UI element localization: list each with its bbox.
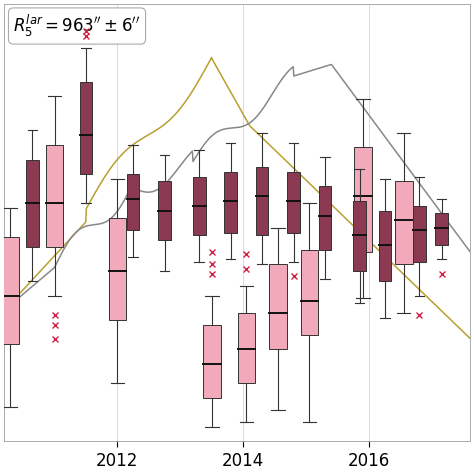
FancyBboxPatch shape <box>395 182 412 264</box>
FancyBboxPatch shape <box>354 147 372 252</box>
FancyBboxPatch shape <box>379 210 391 281</box>
FancyBboxPatch shape <box>80 82 92 174</box>
FancyBboxPatch shape <box>158 182 171 240</box>
Text: $\mathit{R}^{lar}_{5}=963^{\prime\prime}\pm6^{\prime\prime}$: $\mathit{R}^{lar}_{5}=963^{\prime\prime}… <box>13 13 141 39</box>
FancyBboxPatch shape <box>203 325 220 398</box>
FancyBboxPatch shape <box>46 145 64 247</box>
FancyBboxPatch shape <box>26 160 39 247</box>
FancyBboxPatch shape <box>287 172 300 233</box>
FancyBboxPatch shape <box>256 167 268 235</box>
FancyBboxPatch shape <box>1 237 19 344</box>
FancyBboxPatch shape <box>193 177 206 235</box>
FancyBboxPatch shape <box>224 172 237 233</box>
FancyBboxPatch shape <box>354 201 366 272</box>
FancyBboxPatch shape <box>127 174 139 230</box>
FancyBboxPatch shape <box>413 206 426 262</box>
FancyBboxPatch shape <box>237 313 255 383</box>
FancyBboxPatch shape <box>435 213 448 245</box>
FancyBboxPatch shape <box>269 264 287 349</box>
FancyBboxPatch shape <box>319 186 331 249</box>
FancyBboxPatch shape <box>301 249 318 335</box>
FancyBboxPatch shape <box>109 218 126 320</box>
